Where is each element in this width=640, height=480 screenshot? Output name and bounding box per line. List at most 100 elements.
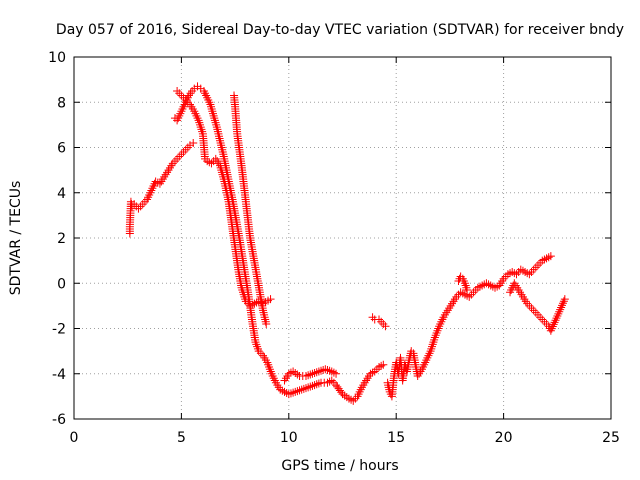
data-point	[527, 267, 536, 276]
data-point	[482, 279, 491, 288]
data-point	[510, 269, 519, 278]
data-point	[138, 200, 147, 209]
data-point	[262, 319, 271, 328]
data-point	[208, 107, 217, 116]
data-point	[306, 370, 315, 379]
data-point	[338, 390, 347, 399]
y-tick-label: 8	[57, 95, 66, 111]
x-tick-label: 20	[495, 430, 513, 446]
data-point	[460, 279, 469, 288]
data-point	[261, 317, 270, 326]
y-tick-label: 10	[48, 50, 66, 66]
data-point	[552, 314, 561, 323]
data-point	[312, 380, 321, 389]
y-axis-label: SDTVAR / TECUs	[8, 181, 24, 296]
data-point	[558, 299, 567, 308]
data-point	[260, 310, 269, 319]
data-point	[375, 315, 384, 324]
data-point	[276, 385, 285, 394]
data-point	[289, 367, 298, 376]
data-point	[375, 362, 384, 371]
data-point	[299, 384, 308, 393]
data-point	[529, 306, 538, 315]
data-point	[325, 377, 334, 386]
data-point	[295, 386, 304, 395]
data-point	[550, 318, 559, 327]
data-point	[153, 178, 162, 187]
data-point	[467, 290, 476, 299]
y-tick-label: -4	[52, 367, 66, 383]
data-point	[314, 367, 323, 376]
series-track-E	[280, 365, 341, 385]
data-point	[289, 388, 298, 397]
data-point	[542, 254, 551, 263]
data-point	[310, 368, 319, 377]
data-point	[177, 150, 186, 159]
data-point	[544, 253, 553, 262]
data-point	[310, 381, 319, 390]
data-point	[216, 138, 225, 147]
data-point	[379, 360, 388, 369]
series-track-A	[125, 138, 198, 238]
data-point	[372, 365, 381, 374]
data-point	[308, 369, 317, 378]
data-point	[558, 301, 567, 310]
data-point	[216, 136, 225, 145]
data-point	[321, 365, 330, 374]
series-track-B	[170, 82, 388, 405]
data-point	[291, 387, 300, 396]
data-point	[248, 300, 257, 309]
data-point	[516, 265, 525, 274]
data-point	[557, 303, 566, 312]
data-point	[237, 283, 246, 292]
data-point	[551, 316, 560, 325]
data-point	[337, 388, 346, 397]
data-point	[293, 370, 302, 379]
data-point	[238, 288, 247, 297]
y-tick-label: 4	[57, 186, 66, 202]
data-point	[284, 390, 293, 399]
data-point	[560, 295, 569, 304]
data-point	[214, 132, 223, 141]
data-point	[286, 389, 295, 398]
data-point	[559, 297, 568, 306]
data-point	[218, 148, 227, 157]
data-point	[183, 143, 192, 152]
data-point	[538, 315, 547, 324]
x-tick-label: 25	[602, 430, 620, 446]
series-track-F	[368, 313, 390, 331]
data-point	[536, 258, 545, 267]
data-point	[291, 368, 300, 377]
y-tick-label: 6	[57, 141, 66, 157]
data-point	[218, 145, 227, 154]
data-point	[428, 340, 437, 349]
data-point	[218, 170, 227, 179]
data-point	[205, 158, 214, 167]
data-point	[473, 283, 482, 292]
data-point	[546, 326, 555, 335]
data-point	[215, 134, 224, 143]
data-point	[471, 286, 480, 295]
series-track-H	[454, 272, 472, 295]
data-point	[196, 123, 205, 132]
data-point	[525, 301, 534, 310]
data-point	[548, 322, 557, 331]
series-track-G	[383, 252, 555, 401]
data-point	[503, 270, 512, 279]
data-point	[217, 168, 226, 177]
data-point	[463, 286, 472, 295]
data-point	[306, 382, 315, 391]
data-point	[523, 269, 532, 278]
x-tick-label: 10	[280, 430, 298, 446]
data-point	[368, 368, 377, 377]
data-point	[475, 282, 484, 291]
data-point	[250, 299, 259, 308]
y-tick-label: -2	[52, 322, 66, 338]
data-point	[478, 281, 487, 290]
data-point	[173, 154, 182, 163]
data-point	[213, 127, 222, 136]
data-point	[554, 309, 563, 318]
data-point	[312, 368, 321, 377]
data-point	[317, 366, 326, 375]
